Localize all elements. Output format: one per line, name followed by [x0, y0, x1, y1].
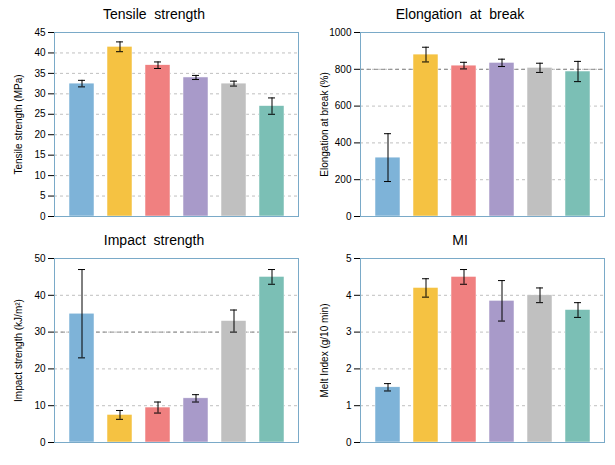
- svg-text:40: 40: [34, 290, 46, 301]
- svg-text:10: 10: [34, 400, 46, 411]
- html-text:Elongation at break: Elongation at break: [395, 6, 525, 22]
- svg-text:1: 1: [346, 400, 352, 411]
- svg-text:0: 0: [346, 211, 352, 222]
- svg-text:Impact strength (kJ/m²): Impact strength (kJ/m²): [13, 299, 24, 402]
- svg-text:50: 50: [34, 253, 46, 264]
- svg-text:600: 600: [335, 100, 352, 111]
- svg-text:4: 4: [346, 290, 352, 301]
- svg-text:20: 20: [34, 129, 46, 140]
- svg-text:0: 0: [40, 211, 46, 222]
- html-text:Tensile strength: Tensile strength: [103, 6, 205, 22]
- svg-text:Tensile strength (MPa): Tensile strength (MPa): [13, 74, 24, 174]
- svg-text:5: 5: [40, 190, 46, 201]
- svg-text:800: 800: [335, 64, 352, 75]
- svg-text:400: 400: [335, 137, 352, 148]
- svg-text:10: 10: [34, 170, 46, 181]
- svg-text:40: 40: [34, 47, 46, 58]
- svg-text:3: 3: [346, 326, 352, 337]
- svg-text:Melt Index (g/10 min): Melt Index (g/10 min): [319, 304, 330, 398]
- svg-text:35: 35: [34, 68, 46, 79]
- svg-text:5: 5: [346, 253, 352, 264]
- html-text:Impact strength: Impact strength: [103, 232, 205, 248]
- svg-text:Elongation at break (%): Elongation at break (%): [319, 72, 330, 177]
- svg-text:0: 0: [346, 437, 352, 448]
- svg-text:30: 30: [34, 326, 46, 337]
- svg-text:200: 200: [335, 174, 352, 185]
- svg-text:15: 15: [34, 149, 46, 160]
- svg-text:20: 20: [34, 363, 46, 374]
- html-text:MI: MI: [452, 232, 468, 248]
- svg-text:1000: 1000: [329, 27, 352, 38]
- svg-text:30: 30: [34, 88, 46, 99]
- svg-text:45: 45: [34, 27, 46, 38]
- svg-text:0: 0: [40, 437, 46, 448]
- svg-text:25: 25: [34, 108, 46, 119]
- svg-text:2: 2: [346, 363, 352, 374]
